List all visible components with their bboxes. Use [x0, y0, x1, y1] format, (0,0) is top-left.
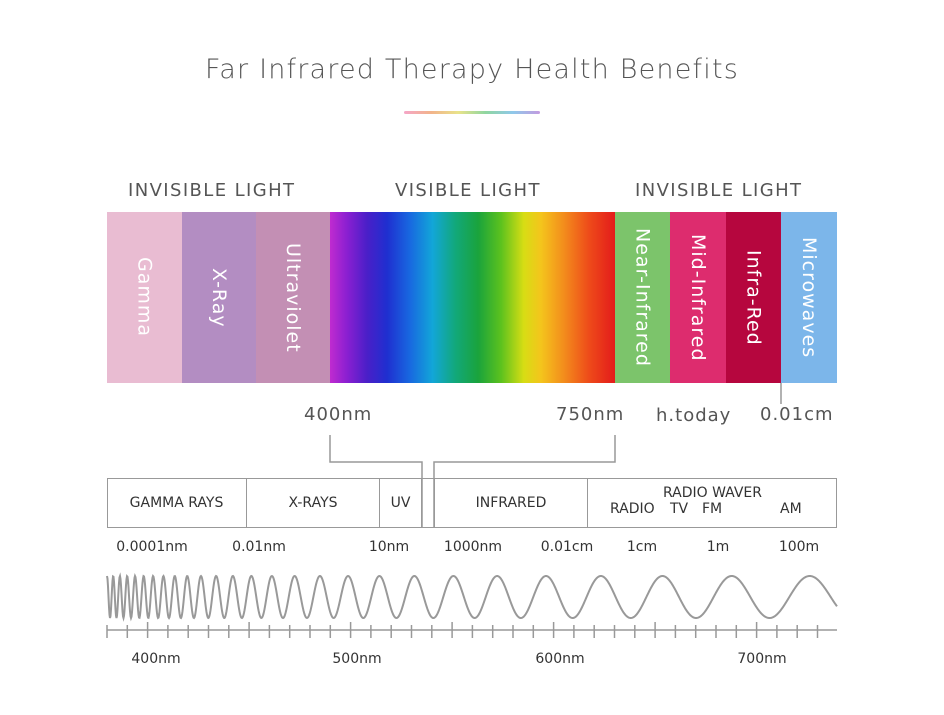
tick-1m: 1m	[706, 539, 730, 555]
scale-uv: UV	[380, 478, 422, 528]
scale-gamma-rays: GAMMA RAYS	[107, 478, 247, 528]
band-gamma-label: Gamma	[133, 257, 156, 338]
axis-label-700nm: 700nm	[737, 651, 787, 667]
tick-100m: 100m	[778, 539, 820, 555]
marker-400nm: 400nm	[304, 404, 373, 425]
scale-radio-title: RADIO WAVER	[662, 485, 763, 501]
tick-0.01cm: 0.01cm	[540, 539, 594, 555]
axis-label-500nm: 500nm	[332, 651, 382, 667]
marker-0.01cm: 0.01cm	[760, 404, 834, 425]
band-visible-spectrum	[330, 212, 615, 383]
marker-750nm: 750nm	[556, 404, 625, 425]
band-x-ray: X-Ray	[182, 212, 256, 383]
tick-10nm: 10nm	[368, 539, 410, 555]
scale-radio: RADIO	[610, 501, 655, 517]
spectrum-scale-box	[107, 478, 837, 528]
scale-radio-waves: RADIO WAVER RADIO TV FM AM	[588, 478, 837, 528]
band-ultraviolet-label: Ultraviolet	[282, 242, 304, 353]
scale-am: AM	[780, 501, 802, 517]
band-x-ray-label: X-Ray	[208, 267, 230, 328]
tick-0.0001nm: 0.0001nm	[116, 539, 188, 555]
band-near-infrared-label: Near-Infrared	[631, 228, 654, 367]
header-invisible-light-left: INVISIBLE LIGHT	[128, 180, 296, 201]
band-gamma: Gamma	[107, 212, 182, 383]
header-visible-light: VISIBLE LIGHT	[395, 180, 541, 201]
band-mid-infrared-label: Mid-Infrared	[687, 233, 709, 362]
watermark-text: h.today	[656, 405, 732, 426]
header-invisible-light-right: INVISIBLE LIGHT	[635, 180, 803, 201]
axis-label-600nm: 600nm	[535, 651, 585, 667]
band-infra-red: Infra-Red	[726, 212, 781, 383]
scale-fm: FM	[702, 501, 723, 517]
wavelength-wave	[106, 572, 838, 622]
scale-tv: TV	[670, 501, 689, 517]
band-near-infrared: Near-Infrared	[615, 212, 670, 383]
tick-1cm: 1cm	[626, 539, 658, 555]
band-microwaves-label: Microwaves	[798, 236, 820, 359]
band-ultraviolet: Ultraviolet	[256, 212, 330, 383]
axis-label-400nm: 400nm	[131, 651, 181, 667]
tick-1000nm: 1000nm	[443, 539, 503, 555]
scale-x-rays: X-RAYS	[247, 478, 380, 528]
tick-0.01nm: 0.01nm	[232, 539, 286, 555]
band-microwaves: Microwaves	[781, 212, 837, 383]
page-title: Far Infrared Therapy Health Benefits	[204, 54, 740, 85]
rainbow-underline	[404, 111, 540, 114]
scale-infrared: INFRARED	[434, 478, 588, 528]
band-mid-infrared: Mid-Infrared	[670, 212, 726, 383]
band-infra-red-label: Infra-Red	[742, 249, 765, 346]
